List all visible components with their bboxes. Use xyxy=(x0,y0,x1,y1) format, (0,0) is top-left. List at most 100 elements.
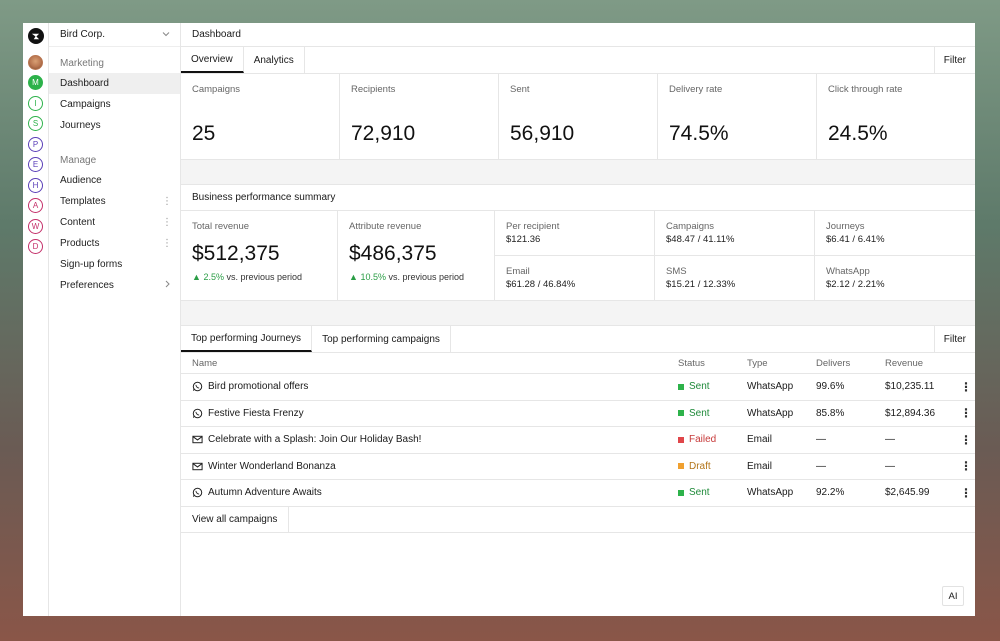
chevron-down-icon xyxy=(162,30,170,40)
page-header: Dashboard xyxy=(181,23,975,47)
row-delivers: — xyxy=(816,460,826,472)
breakdown-value: $121.36 xyxy=(506,234,541,245)
view-all-bar: View all campaigns xyxy=(181,506,975,533)
status-text: Failed xyxy=(689,434,717,446)
whatsapp-icon xyxy=(192,408,203,419)
table-row[interactable]: Bird promotional offers Sent WhatsApp 99.6%… xyxy=(181,374,975,401)
stat-label: Campaigns xyxy=(192,84,241,95)
dashboard-tabs: Overview Analytics Filter xyxy=(181,47,975,74)
row-revenue: — xyxy=(885,460,895,472)
delta-suffix: vs. previous period xyxy=(388,272,465,282)
sidebar-item-dashboard[interactable]: Dashboard xyxy=(49,73,180,94)
ai-assistant-button[interactable]: AI xyxy=(942,586,964,606)
table-row[interactable]: Festive Fiesta Frenzy Sent WhatsApp 85.8% $1… xyxy=(181,401,975,427)
row-revenue: — xyxy=(885,434,895,446)
breakdown-value: $6.41 / 6.41% xyxy=(826,234,885,245)
tab-overview[interactable]: Overview xyxy=(181,47,244,73)
attribute-revenue-delta: ▲ 10.5% vs. previous period xyxy=(349,272,483,282)
sidebar-item-label: Preferences xyxy=(60,280,114,291)
stats-row: Campaigns 25 Recipients 72,910 Sent 56,910 Del… xyxy=(181,74,975,160)
whatsapp-icon xyxy=(192,381,203,392)
workspace-p[interactable]: P xyxy=(28,136,43,152)
stat-card: Campaigns 25 xyxy=(181,74,340,159)
chevron-right-icon xyxy=(164,280,171,291)
tab-analytics[interactable]: Analytics xyxy=(244,47,305,73)
status-badge: Sent xyxy=(678,408,747,419)
total-revenue-card: Total revenue $512,375 ▲ 2.5% vs. previo… xyxy=(181,211,338,300)
more-vertical-icon[interactable]: ⋮ xyxy=(162,217,172,228)
more-vertical-icon[interactable]: ⋮ xyxy=(960,485,972,500)
sidebar-item-campaigns[interactable]: Campaigns xyxy=(49,94,180,115)
stat-card: Click through rate 24.5% xyxy=(817,74,975,159)
more-vertical-icon[interactable]: ⋮ xyxy=(960,459,972,474)
workspace-m[interactable]: M xyxy=(28,75,43,90)
tab-top-campaigns[interactable]: Top performing campaigns xyxy=(312,326,451,352)
sidebar-item-products[interactable]: Products ⋮ xyxy=(49,233,180,254)
workspace-s[interactable]: S xyxy=(28,116,43,131)
table-row[interactable]: Celebrate with a Splash: Join Our Holida… xyxy=(181,427,975,454)
sidebar: Bird Corp. Marketing Dashboard Campaigns J… xyxy=(49,23,181,616)
row-delivers: 99.6% xyxy=(816,381,845,393)
org-switcher[interactable]: Bird Corp. xyxy=(49,23,180,47)
sidebar-item-label: Templates xyxy=(60,196,106,207)
page-title: Dashboard xyxy=(192,29,241,40)
arrow-up-icon: ▲ xyxy=(192,272,201,282)
bird-logo-icon[interactable] xyxy=(27,28,44,44)
sidebar-item-journeys[interactable]: Journeys xyxy=(49,115,180,136)
workspace-d[interactable]: D xyxy=(28,239,43,254)
top-filter-button[interactable]: Filter xyxy=(933,326,975,352)
row-revenue: $2,645.99 xyxy=(885,487,930,499)
sidebar-item-label: Audience xyxy=(60,175,102,186)
row-delivers: — xyxy=(816,434,826,446)
sidebar-item-content[interactable]: Content ⋮ xyxy=(49,212,180,233)
sidebar-item-label: Sign-up forms xyxy=(60,259,123,270)
breakdown-value: $61.28 / 46.84% xyxy=(506,279,576,290)
row-name-cell: Celebrate with a Splash: Join Our Holida… xyxy=(192,434,678,445)
status-badge: Sent xyxy=(678,381,747,392)
col-status: Status xyxy=(678,357,705,369)
attribute-revenue-card: Attribute revenue $486,375 ▲ 10.5% vs. p… xyxy=(338,211,495,300)
workspace-e[interactable]: E xyxy=(28,157,43,172)
sidebar-item-preferences[interactable]: Preferences xyxy=(49,275,180,296)
stat-label: Recipients xyxy=(351,84,396,95)
sidebar-item-label: Products xyxy=(60,238,100,249)
sidebar-item-label: Content xyxy=(60,217,96,228)
workspace-h[interactable]: H xyxy=(28,177,43,193)
sidebar-section-marketing: Marketing xyxy=(60,58,104,69)
row-name: Bird promotional offers xyxy=(208,381,309,393)
performance-summary: Total revenue $512,375 ▲ 2.5% vs. previo… xyxy=(181,211,975,301)
col-type: Type xyxy=(747,357,768,369)
row-name: Winter Wonderland Bonanza xyxy=(208,460,336,472)
more-vertical-icon[interactable]: ⋮ xyxy=(162,196,172,207)
more-vertical-icon[interactable]: ⋮ xyxy=(960,379,972,394)
attribute-revenue-value: $486,375 xyxy=(349,242,437,265)
table-row[interactable]: Autumn Adventure Awaits Sent WhatsApp 92.2%… xyxy=(181,480,975,507)
breakdown-value: $15.21 / 12.33% xyxy=(666,279,736,290)
breakdown-value: $2.12 / 2.21% xyxy=(826,279,885,290)
row-delivers: 92.2% xyxy=(816,487,845,499)
row-name-cell: Bird promotional offers xyxy=(192,381,678,392)
sidebar-item-sign-up-forms[interactable]: Sign-up forms xyxy=(49,254,180,275)
sidebar-item-templates[interactable]: Templates ⋮ xyxy=(49,191,180,212)
user-avatar[interactable] xyxy=(28,54,43,70)
filter-button[interactable]: Filter xyxy=(933,47,975,73)
tab-top-journeys[interactable]: Top performing Journeys xyxy=(181,326,313,352)
status-dot-icon xyxy=(678,383,684,390)
workspace-w[interactable]: W xyxy=(28,218,43,234)
stat-value: 25 xyxy=(192,122,216,145)
more-vertical-icon[interactable]: ⋮ xyxy=(960,432,972,447)
view-all-campaigns-button[interactable]: View all campaigns xyxy=(181,506,290,532)
breakdown-cell: Campaigns $48.47 / 41.11% xyxy=(655,211,815,256)
workspace-i[interactable]: I xyxy=(28,95,43,111)
total-revenue-delta: ▲ 2.5% vs. previous period xyxy=(192,272,326,282)
workspace-a[interactable]: A xyxy=(28,198,43,213)
col-name: Name xyxy=(192,357,218,369)
table-row[interactable]: Winter Wonderland Bonanza Draft Email — — ⋮ xyxy=(181,454,975,480)
more-vertical-icon[interactable]: ⋮ xyxy=(960,406,972,421)
more-vertical-icon[interactable]: ⋮ xyxy=(162,238,172,249)
row-name: Autumn Adventure Awaits xyxy=(208,487,322,499)
table-header: Name Status Type Delivers Revenue xyxy=(181,353,975,374)
breakdown-cell: Journeys $6.41 / 6.41% xyxy=(815,211,975,256)
sidebar-item-audience[interactable]: Audience xyxy=(49,170,180,191)
